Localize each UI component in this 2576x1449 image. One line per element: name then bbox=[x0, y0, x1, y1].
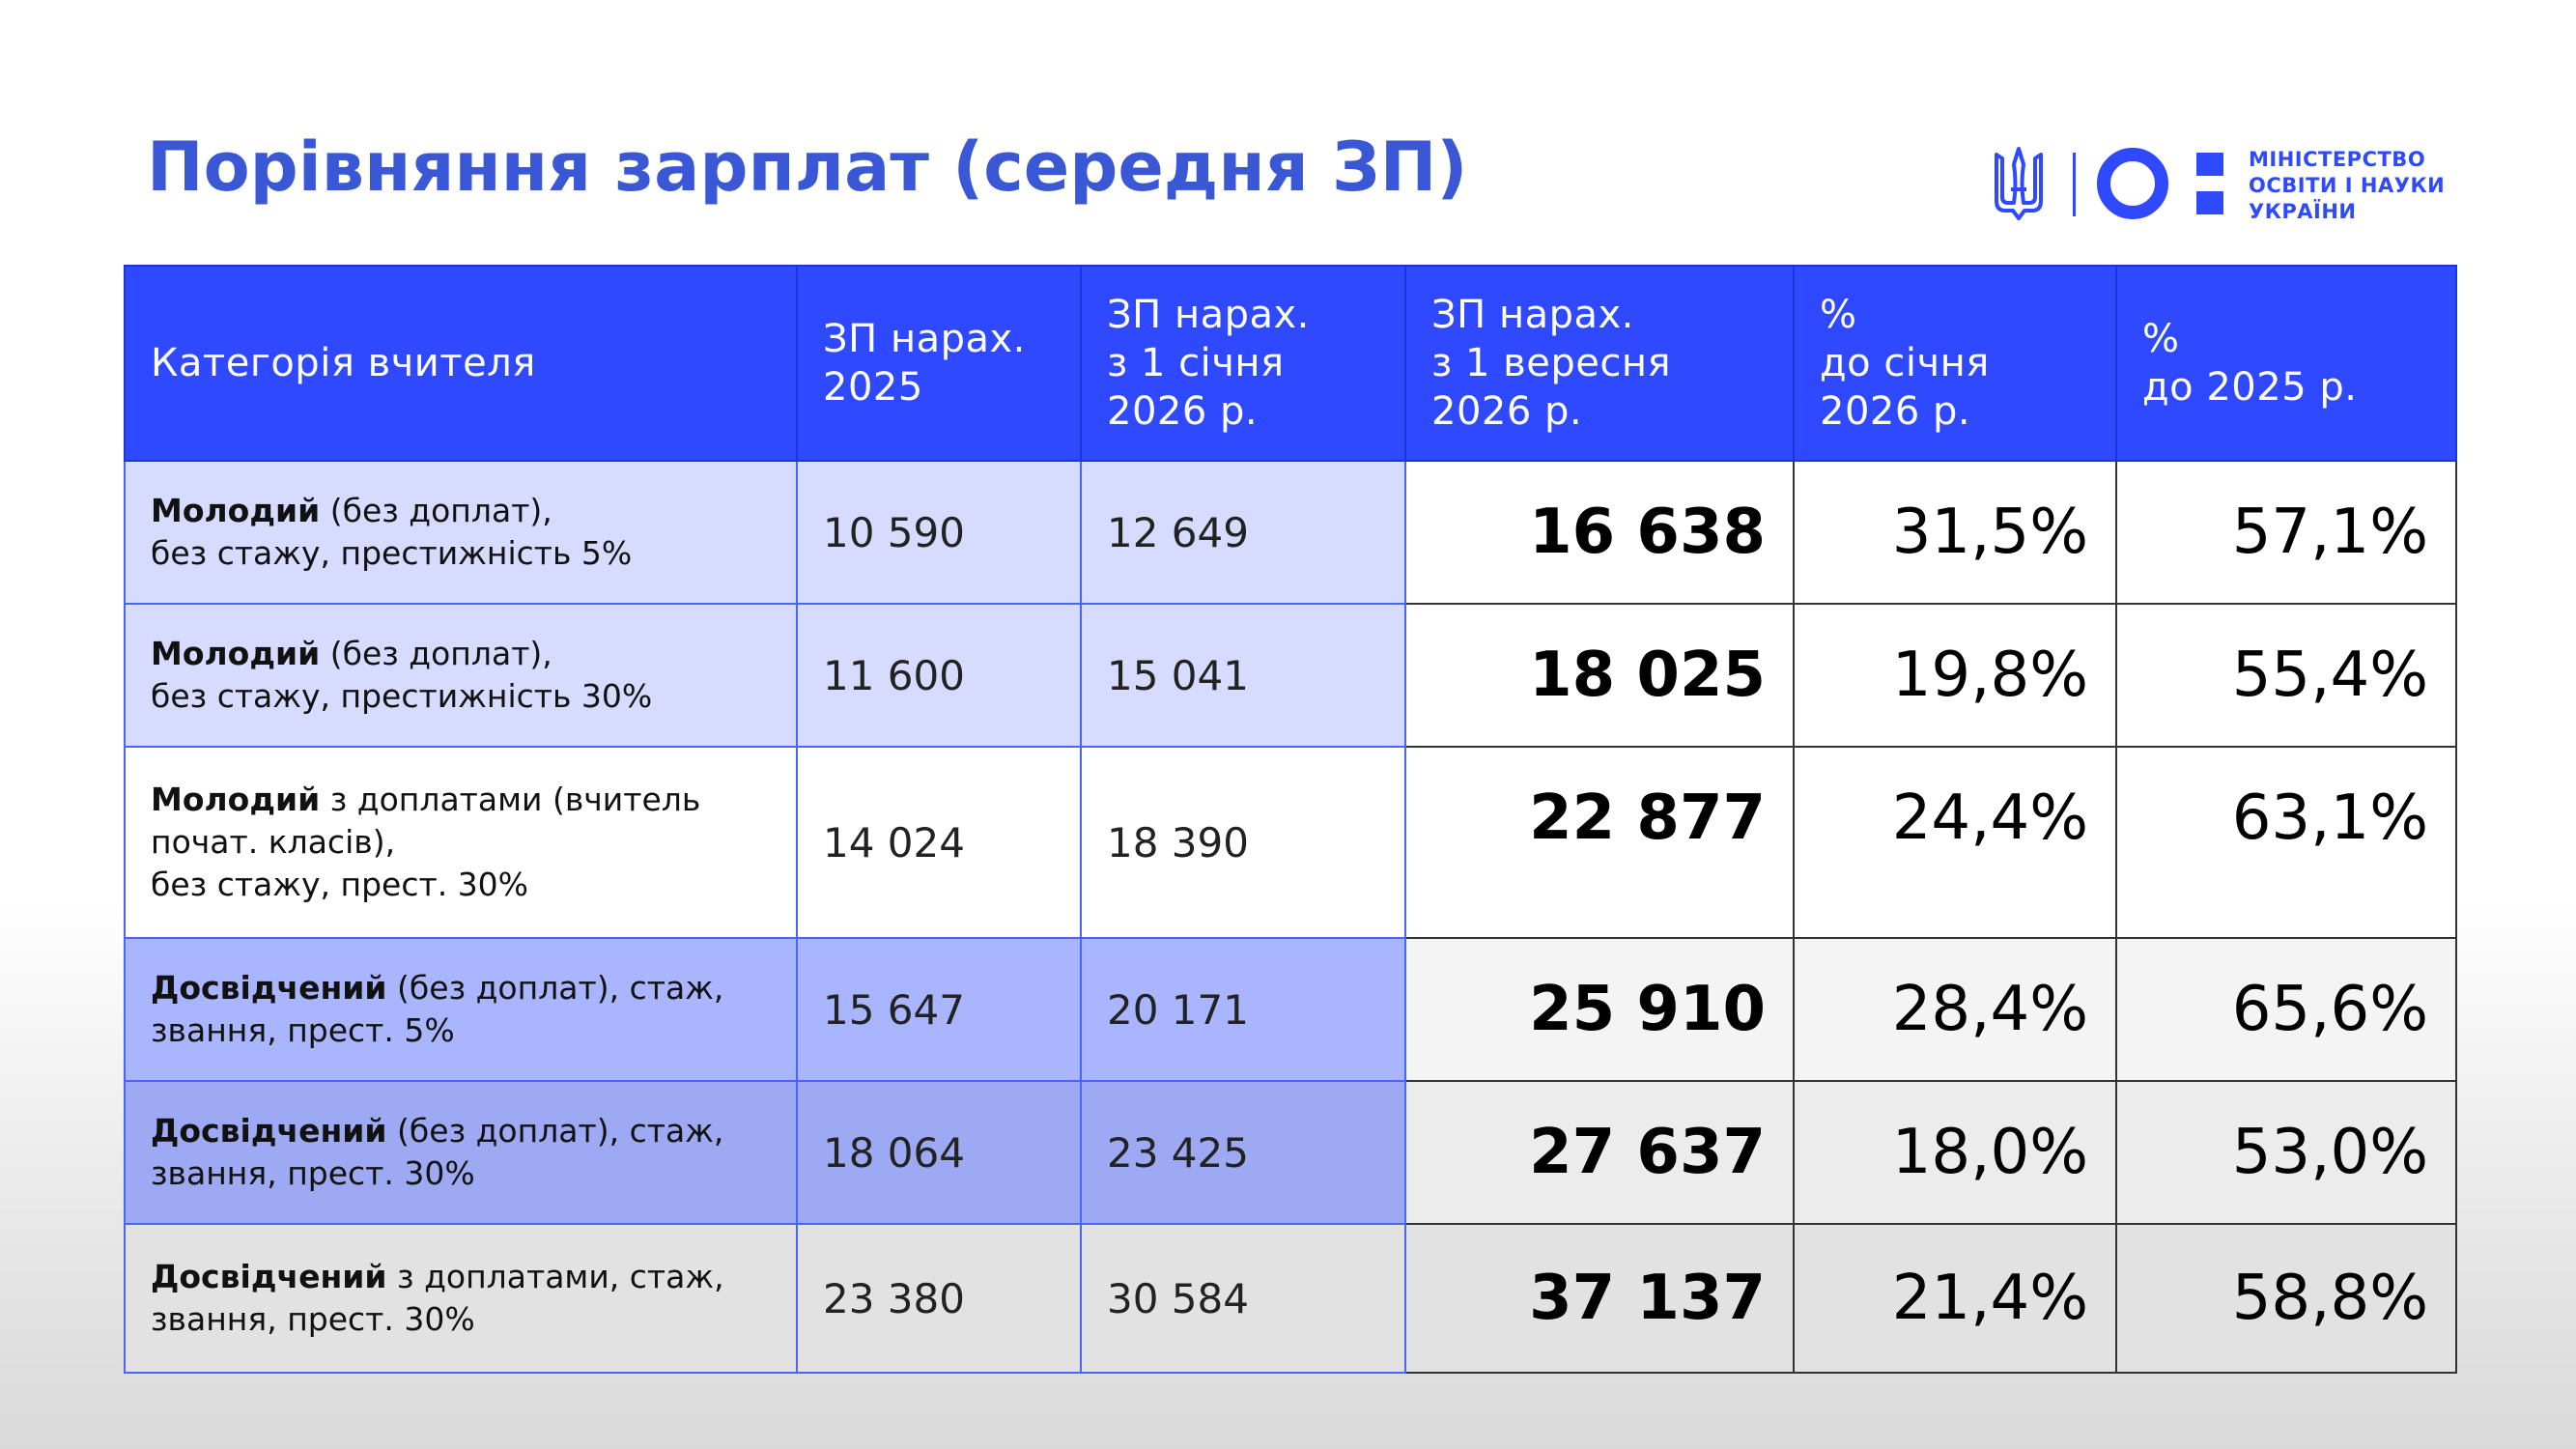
salary-jan-2026-cell: 12 649 bbox=[1080, 460, 1406, 605]
category-line: Молодий (без доплат), bbox=[151, 492, 552, 529]
category-level: Досвідчений bbox=[151, 1258, 387, 1295]
header-category: Категорія вчителя bbox=[124, 265, 798, 462]
header-salary-2025: ЗП нарах. 2025 bbox=[796, 265, 1082, 462]
salary-sep-2026-cell: 16 638 bbox=[1404, 460, 1795, 605]
category-line: звання, прест. 30% bbox=[151, 1154, 475, 1192]
pct-to-2025-cell: 57,1% bbox=[2115, 460, 2457, 605]
pct-to-jan-cell: 24,4% bbox=[1793, 746, 2117, 939]
category-level: Молодий bbox=[151, 781, 321, 818]
header-salary-sep-2026: ЗП нарах. з 1 вересня 2026 р. bbox=[1404, 265, 1795, 462]
category-line: почат. класів), bbox=[151, 823, 396, 861]
header-salary-jan-2026: ЗП нарах. з 1 січня 2026 р. bbox=[1080, 265, 1406, 462]
salary-2025-cell: 10 590 bbox=[796, 460, 1082, 605]
category-line: без стажу, престижність 5% bbox=[151, 534, 633, 572]
header-pct-to-jan: % до січня 2026 р. bbox=[1793, 265, 2117, 462]
salary-sep-2026-cell: 22 877 bbox=[1404, 746, 1795, 939]
salary-jan-2026-cell: 20 171 bbox=[1080, 937, 1406, 1082]
pct-to-2025-cell: 55,4% bbox=[2115, 603, 2457, 748]
category-line: Досвідчений (без доплат), стаж, bbox=[151, 969, 724, 1007]
category-cell: Молодий (без доплат), без стажу, престиж… bbox=[124, 603, 798, 748]
pct-to-2025-cell: 63,1% bbox=[2115, 746, 2457, 939]
category-cell: Досвідчений (без доплат), стаж, звання, … bbox=[124, 937, 798, 1082]
ministry-name-line2: ОСВІТИ І НАУКИ bbox=[2249, 174, 2446, 197]
salary-jan-2026-cell: 23 425 bbox=[1080, 1080, 1406, 1225]
category-line: Молодий з доплатами (вчитель bbox=[151, 781, 701, 818]
category-cell: Досвідчений з доплатами, стаж, звання, п… bbox=[124, 1223, 798, 1374]
salary-jan-2026-cell: 15 041 bbox=[1080, 603, 1406, 748]
pct-to-2025-cell: 65,6% bbox=[2115, 937, 2457, 1082]
pct-to-2025-cell: 58,8% bbox=[2115, 1223, 2457, 1374]
ukraine-emblem-icon bbox=[1995, 147, 2223, 220]
pct-to-2025-cell: 53,0% bbox=[2115, 1080, 2457, 1225]
ministry-logo: МІНІСТЕРСТВО ОСВІТИ І НАУКИ УКРАЇНИ bbox=[1994, 145, 2445, 223]
salary-jan-2026-cell: 18 390 bbox=[1080, 746, 1406, 939]
salary-2025-cell: 15 647 bbox=[796, 937, 1082, 1082]
table-row: Досвідчений (без доплат), стаж, звання, … bbox=[124, 937, 2457, 1082]
salary-jan-2026-cell: 30 584 bbox=[1080, 1223, 1406, 1374]
category-level: Молодий bbox=[151, 492, 321, 529]
category-line: Досвідчений з доплатами, стаж, bbox=[151, 1258, 724, 1295]
pct-to-jan-cell: 19,8% bbox=[1793, 603, 2117, 748]
salary-2025-cell: 11 600 bbox=[796, 603, 1082, 748]
pct-to-jan-cell: 18,0% bbox=[1793, 1080, 2117, 1225]
salary-2025-cell: 18 064 bbox=[796, 1080, 1082, 1225]
header-pct-to-2025: % до 2025 р. bbox=[2115, 265, 2457, 462]
category-level: Молодий bbox=[151, 635, 321, 672]
category-line: без стажу, престижність 30% bbox=[151, 677, 653, 715]
category-cell: Досвідчений (без доплат), стаж, звання, … bbox=[124, 1080, 798, 1225]
table-row: Молодий з доплатами (вчитель почат. клас… bbox=[124, 746, 2457, 939]
category-line: звання, прест. 5% bbox=[151, 1011, 455, 1049]
pct-to-jan-cell: 31,5% bbox=[1793, 460, 2117, 605]
pct-to-jan-cell: 28,4% bbox=[1793, 937, 2117, 1082]
category-line: Молодий (без доплат), bbox=[151, 635, 552, 672]
ministry-name-line1: МІНІСТЕРСТВО bbox=[2249, 148, 2426, 171]
table-row: Досвідчений (без доплат), стаж, звання, … bbox=[124, 1080, 2457, 1225]
page-title: Порівняння зарплат (середня ЗП) bbox=[147, 128, 1468, 207]
table-header-row: Категорія вчителя ЗП нарах. 2025 ЗП нара… bbox=[124, 265, 2457, 462]
pct-to-jan-cell: 21,4% bbox=[1793, 1223, 2117, 1374]
salary-sep-2026-cell: 37 137 bbox=[1404, 1223, 1795, 1374]
category-line: Досвідчений (без доплат), стаж, bbox=[151, 1112, 724, 1150]
category-level: Досвідчений bbox=[151, 969, 387, 1007]
table-row: Молодий (без доплат), без стажу, престиж… bbox=[124, 460, 2457, 605]
salary-sep-2026-cell: 27 637 bbox=[1404, 1080, 1795, 1225]
ministry-name-line3: УКРАЇНИ bbox=[2249, 200, 2357, 223]
salary-comparison-table: Категорія вчителя ЗП нарах. 2025 ЗП нара… bbox=[124, 265, 2457, 1374]
salary-2025-cell: 23 380 bbox=[796, 1223, 1082, 1374]
ministry-name: МІНІСТЕРСТВО ОСВІТИ І НАУКИ УКРАЇНИ bbox=[2249, 147, 2445, 225]
table-row: Досвідчений з доплатами, стаж, звання, п… bbox=[124, 1223, 2457, 1374]
salary-sep-2026-cell: 18 025 bbox=[1404, 603, 1795, 748]
category-line: без стажу, прест. 30% bbox=[151, 866, 529, 903]
category-line: звання, прест. 30% bbox=[151, 1300, 475, 1338]
salary-sep-2026-cell: 25 910 bbox=[1404, 937, 1795, 1082]
salary-2025-cell: 14 024 bbox=[796, 746, 1082, 939]
category-level: Досвідчений bbox=[151, 1112, 387, 1150]
table-row: Молодий (без доплат), без стажу, престиж… bbox=[124, 603, 2457, 748]
category-cell: Молодий (без доплат), без стажу, престиж… bbox=[124, 460, 798, 605]
category-cell: Молодий з доплатами (вчитель почат. клас… bbox=[124, 746, 798, 939]
